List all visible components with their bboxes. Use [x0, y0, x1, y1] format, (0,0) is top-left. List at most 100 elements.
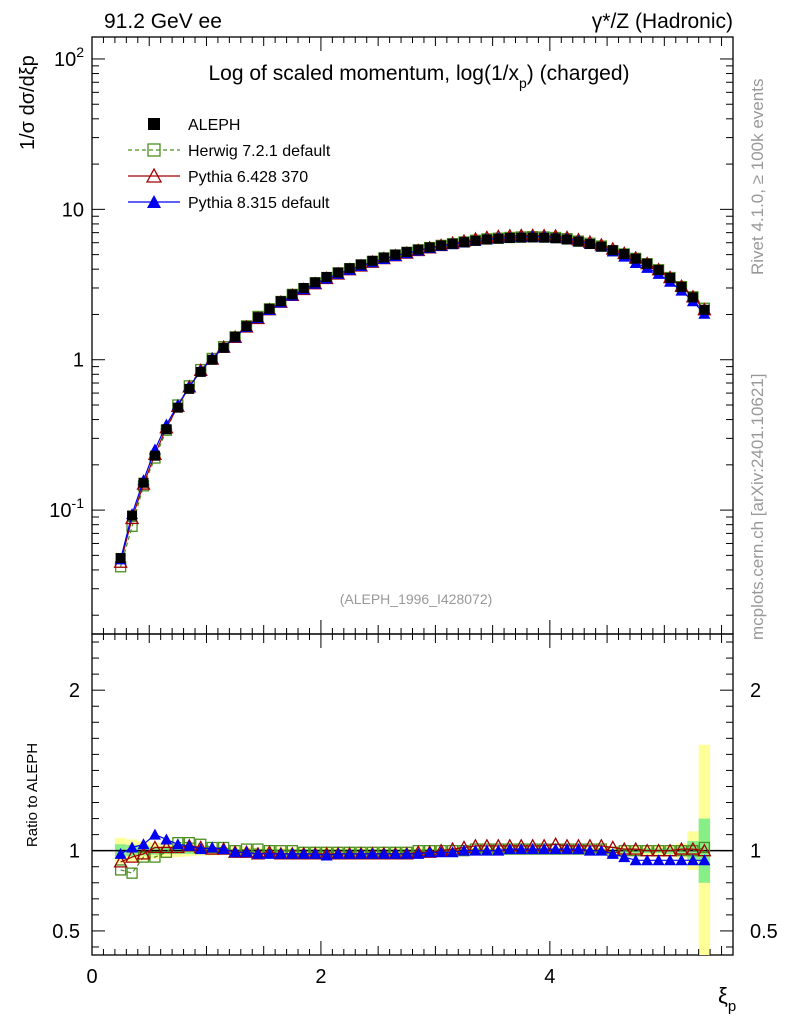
data-point — [161, 424, 172, 435]
main-y-axis-label: 1/σ dσ/dξp — [17, 55, 39, 150]
ratio-x-tick-label: 0 — [86, 966, 97, 988]
main-series-layer — [113, 228, 712, 573]
data-point — [630, 253, 641, 264]
data-point — [137, 838, 150, 850]
data-point — [572, 843, 585, 855]
legend-label: ALEPH — [188, 117, 240, 134]
data-point — [470, 235, 481, 246]
ratio-y-tick-label: 1 — [69, 841, 80, 863]
data-point — [698, 841, 711, 854]
data-point — [287, 289, 298, 300]
data-point — [526, 843, 539, 855]
data-point — [435, 846, 448, 858]
data-point — [458, 844, 471, 856]
ratio-series-layer — [113, 828, 712, 879]
data-point — [344, 263, 355, 274]
ratio-y-tick-label-right: 2 — [750, 680, 761, 702]
data-point — [515, 843, 528, 855]
data-point — [538, 843, 551, 855]
x-axis-label: ξp — [718, 983, 736, 1015]
data-point — [664, 854, 677, 866]
data-point — [584, 239, 595, 250]
data-point — [264, 303, 275, 314]
data-point — [172, 402, 183, 413]
axes-layer: 10-1 1 10 102 0 2 4 0.5 0.5 1 1 2 2 1/σ dσ/dξp Ratio t… — [17, 37, 778, 1015]
data-point — [138, 477, 149, 488]
data-point — [147, 195, 161, 208]
data-point — [699, 304, 710, 315]
ratio-x-tick-label: 4 — [544, 966, 555, 988]
data-point — [606, 847, 619, 859]
data-point — [206, 841, 219, 853]
main-y-tick-label: 10-1 — [49, 495, 84, 522]
analysis-watermark: (ALEPH_1996_I428072) — [340, 591, 493, 607]
data-point — [367, 255, 378, 266]
data-point — [665, 272, 676, 283]
data-point — [207, 354, 218, 365]
series-line — [120, 236, 705, 560]
data-point — [583, 844, 596, 856]
data-point — [217, 843, 230, 855]
data-point — [550, 233, 561, 244]
data-point — [310, 277, 321, 288]
ratio-line — [120, 843, 705, 863]
data-point — [252, 312, 263, 323]
data-point — [653, 265, 664, 276]
data-point — [251, 847, 264, 859]
series-line — [120, 234, 705, 563]
data-point — [685, 841, 701, 855]
data-point — [147, 143, 161, 157]
series-pythia-8-315-default — [114, 230, 711, 565]
data-point — [113, 854, 128, 868]
data-point — [297, 847, 310, 859]
data-point — [389, 847, 402, 859]
data-point — [229, 846, 242, 858]
data-point — [171, 838, 184, 850]
data-point — [562, 234, 573, 245]
legend-item: ALEPH — [148, 117, 240, 134]
data-point — [492, 844, 505, 856]
data-point — [286, 847, 299, 859]
data-point — [114, 847, 127, 859]
data-point — [218, 342, 229, 353]
data-point — [124, 849, 140, 863]
data-point — [320, 849, 333, 861]
ratio-y-tick-label: 2 — [69, 680, 80, 702]
data-point — [436, 240, 447, 251]
ratio-y-tick-label-right: 0.5 — [750, 921, 778, 943]
main-y-tick-label: 102 — [54, 44, 84, 71]
ratio-y-tick-label: 0.5 — [52, 921, 80, 943]
data-point — [401, 247, 412, 258]
data-point — [147, 840, 163, 854]
data-point — [481, 234, 492, 245]
data-point — [126, 520, 138, 532]
data-point — [355, 259, 366, 270]
ratio-frame — [91, 633, 734, 956]
data-point — [676, 281, 687, 292]
data-point — [619, 248, 630, 259]
ratio-line — [120, 833, 705, 861]
legend-label: Herwig 7.2.1 default — [188, 143, 331, 160]
data-point — [160, 833, 173, 845]
data-point — [527, 232, 538, 243]
data-point — [240, 846, 253, 858]
data-point — [675, 854, 688, 866]
data-point — [377, 847, 390, 859]
data-point — [549, 843, 562, 855]
data-point — [366, 847, 379, 859]
data-point — [354, 847, 367, 859]
data-point — [561, 843, 574, 855]
data-point — [194, 843, 207, 855]
data-point — [459, 237, 470, 248]
data-point — [686, 854, 699, 866]
data-point — [423, 846, 436, 858]
legend-label: Pythia 8.315 default — [188, 195, 330, 212]
data-point — [674, 841, 689, 855]
data-point — [148, 118, 160, 130]
data-point — [469, 844, 482, 856]
ratio-y-axis-label: Ratio to ALEPH — [24, 743, 41, 847]
data-point — [183, 839, 196, 851]
data-point — [149, 450, 160, 461]
main-y-tick-label: 10 — [62, 199, 84, 221]
